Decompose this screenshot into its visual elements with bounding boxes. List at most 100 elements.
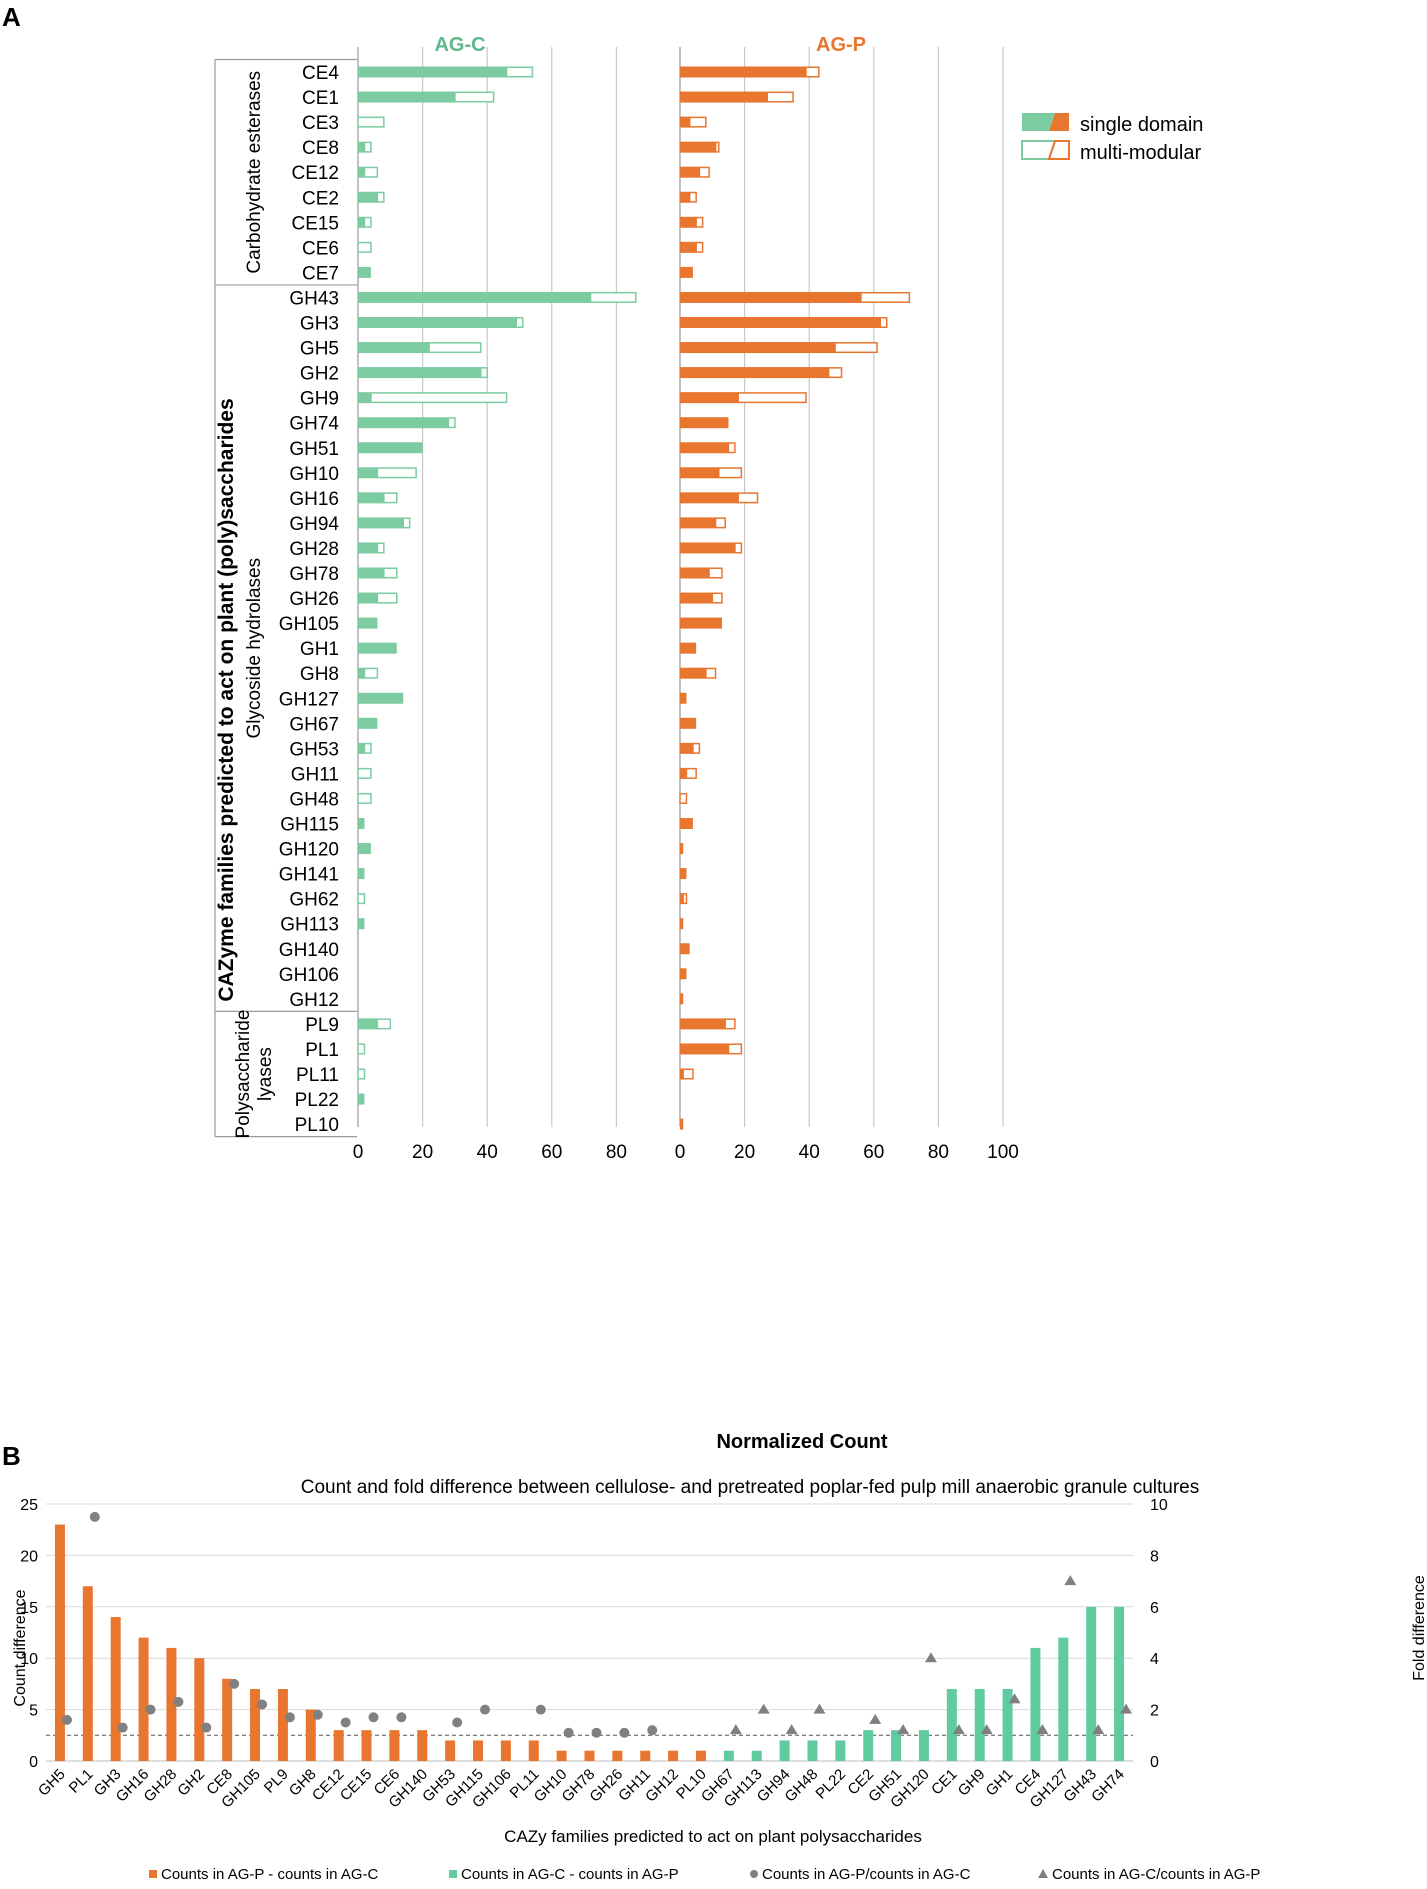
b-marker-p-over-c-ce8 (229, 1678, 240, 1689)
bar-p-single-pl1 (680, 1043, 729, 1055)
category-label-pl22: PL22 (295, 1090, 339, 1111)
b-marker-p-over-c-gh105 (257, 1699, 268, 1710)
b-marker-c-over-p-gh120 (924, 1652, 937, 1663)
bar-c-single-gh8 (358, 667, 365, 679)
bar-p-single-ce6 (680, 241, 697, 253)
bar-p-multi-gh9 (737, 392, 807, 404)
bar-p-single-gh8 (680, 667, 706, 679)
panel-b-tick-labels: 05101520250246810GH5PL1GH3GH16GH28GH2CE8… (20, 1497, 1168, 1811)
b-marker-p-over-c-ce6 (396, 1712, 407, 1723)
ag-c-title: AG-C (434, 34, 485, 56)
bar-c-multi-gh10 (376, 467, 417, 479)
b-bar-c-minus-p-ce2 (863, 1730, 874, 1761)
b-marker-c-over-p-ce4 (1036, 1724, 1049, 1735)
category-label-gh105: GH105 (279, 614, 339, 635)
b-bar-c-minus-p-gh113 (751, 1750, 762, 1761)
bar-p-single-gh113 (680, 918, 684, 930)
bar-c-multi-gh2 (479, 367, 488, 379)
b-category-label-gh74: GH74 (1088, 1766, 1128, 1806)
bar-c-single-gh10 (358, 467, 378, 479)
bar-c-multi-ce8 (363, 141, 372, 153)
category-label-gh106: GH106 (279, 965, 339, 986)
bar-p-single-ce12 (680, 166, 700, 178)
category-label-ce7: CE7 (302, 263, 339, 284)
group-label-carbohydrate-esterases: Carbohydrate esterases (244, 71, 265, 274)
b-bar-p-minus-c-gh115 (473, 1740, 484, 1761)
category-label-gh10: GH10 (289, 464, 339, 485)
bar-c-single-gh9 (358, 392, 371, 404)
bar-p-single-gh3 (680, 317, 881, 328)
b-bar-p-minus-c-ce8 (222, 1678, 233, 1761)
bar-c-single-gh26 (358, 592, 378, 604)
bar-c-multi-ce2 (376, 191, 385, 203)
category-label-gh8: GH8 (300, 664, 339, 685)
b-left-tick-10: 10 (20, 1651, 38, 1668)
bar-p-multi-gh8 (705, 667, 717, 679)
x-tick-c-0: 0 (353, 1142, 364, 1163)
x-tick-c-40: 40 (477, 1142, 498, 1163)
b-marker-c-over-p-gh48 (813, 1703, 826, 1714)
b-right-tick-0: 0 (1150, 1754, 1159, 1771)
bar-c-single-ce4 (358, 66, 507, 78)
bar-c-multi-ce1 (454, 91, 495, 103)
bar-p-multi-ce1 (766, 91, 794, 103)
b-bar-c-minus-p-pl22 (835, 1740, 846, 1761)
category-label-ce15: CE15 (291, 213, 339, 234)
bar-c-single-gh16 (358, 492, 384, 504)
b-bar-p-minus-c-gh10 (556, 1750, 567, 1761)
b-category-label-gh9: GH9 (955, 1766, 989, 1800)
bar-p-single-ce7 (680, 266, 693, 278)
b-left-tick-20: 20 (20, 1548, 38, 1565)
category-label-gh127: GH127 (279, 689, 339, 710)
bar-p-single-ce2 (680, 191, 690, 203)
bar-p-single-gh78 (680, 567, 710, 579)
bar-p-single-gh12 (680, 993, 684, 1005)
bar-p-multi-ce4 (805, 66, 820, 78)
bar-p-multi-ce15 (695, 216, 704, 228)
bar-p-single-gh51 (680, 442, 729, 454)
bar-p-single-ce15 (680, 216, 697, 228)
b-bar-c-minus-p-gh51 (891, 1730, 902, 1761)
bar-c-single-gh113 (358, 918, 365, 930)
b-marker-c-over-p-gh1 (1008, 1693, 1021, 1704)
bar-c-single-ce12 (358, 166, 365, 178)
b-bar-c-minus-p-ce4 (1030, 1647, 1041, 1761)
legend-b-c-minus-p-swatch (449, 1870, 457, 1878)
x-tick-p-100: 100 (987, 1142, 1019, 1163)
bar-p-multi-gh43 (860, 291, 911, 303)
x-tick-c-20: 20 (412, 1142, 433, 1163)
legend-b-c-over-p-marker (1038, 1869, 1048, 1878)
bar-c-single-gh1 (358, 642, 397, 654)
category-label-gh1: GH1 (300, 639, 339, 660)
category-label-gh113: GH113 (280, 915, 339, 936)
category-label-gh51: GH51 (289, 439, 339, 460)
b-marker-p-over-c-gh11 (647, 1725, 658, 1736)
category-label-gh53: GH53 (289, 739, 339, 760)
b-marker-c-over-p-gh113 (757, 1703, 770, 1714)
bar-c-single-gh115 (358, 818, 365, 829)
b-bar-p-minus-c-pl11 (528, 1740, 539, 1761)
b-left-tick-25: 25 (20, 1497, 38, 1514)
bar-p-single-gh28 (680, 542, 735, 554)
b-bar-p-minus-c-gh105 (250, 1689, 261, 1761)
b-marker-p-over-c-gh53 (452, 1717, 463, 1728)
legend-multi-label: multi-modular (1080, 142, 1201, 164)
category-label-gh16: GH16 (289, 489, 339, 510)
panel-a-y-axis-label: CAZyme families predicted to act on plan… (215, 398, 238, 1001)
x-tick-p-40: 40 (799, 1142, 820, 1163)
bar-p-single-ce8 (680, 141, 716, 153)
bar-c-multi-gh3 (515, 317, 524, 328)
category-label-gh67: GH67 (289, 714, 339, 735)
bar-p-single-gh141 (680, 868, 687, 880)
bar-c-multi-gh74 (447, 417, 456, 429)
category-label-gh62: GH62 (289, 890, 339, 911)
b-marker-c-over-p-gh9 (980, 1724, 993, 1735)
bar-p-single-gh105 (680, 617, 722, 629)
bar-c-single-pl9 (358, 1018, 378, 1030)
bar-p-single-gh127 (680, 692, 687, 704)
b-bar-c-minus-p-gh127 (1058, 1637, 1069, 1761)
category-label-pl10: PL10 (295, 1115, 339, 1136)
b-bar-c-minus-p-gh43 (1086, 1606, 1097, 1761)
bar-p-single-gh43 (680, 291, 861, 303)
x-tick-c-80: 80 (606, 1142, 627, 1163)
